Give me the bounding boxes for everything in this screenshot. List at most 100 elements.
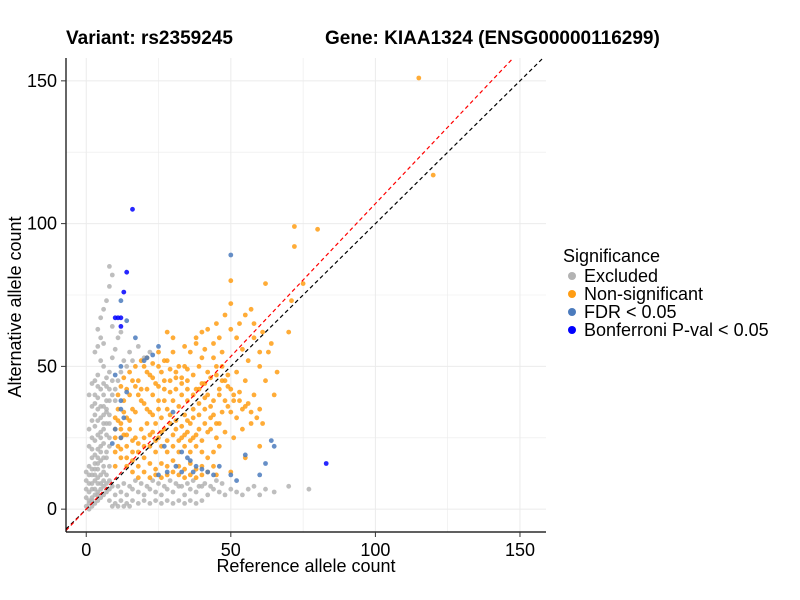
legend-swatch: [568, 308, 576, 316]
data-point: [86, 443, 92, 449]
data-point: [86, 463, 92, 469]
data-point: [156, 344, 161, 349]
data-point: [127, 483, 132, 489]
data-point: [225, 372, 231, 378]
data-point: [153, 381, 159, 386]
data-point: [176, 472, 182, 478]
data-point: [144, 369, 150, 375]
data-point: [214, 321, 219, 326]
data-point: [118, 498, 124, 503]
data-point: [199, 472, 205, 478]
data-point: [164, 329, 170, 335]
data-point: [127, 418, 132, 423]
data-point: [104, 375, 109, 381]
data-point: [89, 481, 95, 486]
data-point: [83, 495, 89, 501]
data-point: [107, 498, 112, 503]
data-point: [121, 409, 127, 415]
data-point: [156, 364, 161, 369]
data-point: [130, 206, 135, 212]
data-point: [190, 392, 196, 398]
data-point: [170, 349, 176, 355]
legend-label: Bonferroni P-val < 0.05: [584, 320, 769, 340]
data-point: [112, 386, 118, 392]
data-point: [121, 358, 127, 364]
data-point: [141, 498, 147, 503]
data-point: [202, 346, 208, 352]
data-point: [173, 426, 179, 432]
data-point: [234, 369, 240, 375]
data-point: [130, 469, 135, 475]
data-point: [124, 501, 130, 506]
data-point: [95, 481, 101, 486]
data-point: [121, 375, 127, 381]
data-point: [135, 489, 141, 495]
data-point: [260, 421, 265, 426]
data-point: [199, 329, 205, 335]
data-point: [112, 372, 118, 378]
data-point: [211, 341, 216, 346]
data-point: [153, 466, 159, 472]
data-point: [115, 392, 121, 398]
data-point: [182, 432, 188, 438]
data-point: [98, 472, 104, 478]
data-point: [193, 463, 199, 469]
data-point: [216, 463, 222, 469]
data-point: [150, 412, 156, 418]
data-point: [205, 326, 211, 332]
data-point: [240, 426, 245, 432]
data-point: [219, 349, 225, 355]
data-point: [216, 386, 222, 392]
data-point: [271, 489, 277, 495]
data-point: [121, 481, 127, 486]
data-point: [115, 335, 121, 341]
data-point: [208, 426, 214, 432]
data-point: [112, 492, 118, 498]
data-point: [98, 449, 104, 455]
data-point: [98, 415, 104, 421]
data-point: [159, 501, 164, 506]
data-point: [101, 426, 106, 432]
data-point: [104, 449, 109, 455]
data-point: [222, 398, 228, 404]
data-point: [216, 489, 222, 495]
data-point: [147, 486, 153, 492]
series-excluded: [83, 264, 312, 512]
data-point: [130, 378, 135, 384]
data-point: [211, 398, 216, 404]
data-point: [185, 398, 190, 404]
data-point: [251, 321, 257, 326]
data-point: [98, 486, 104, 492]
data-point: [185, 378, 190, 384]
data-point: [89, 435, 95, 441]
data-point: [86, 472, 92, 478]
data-point: [245, 401, 251, 406]
data-point: [430, 172, 436, 178]
data-point: [127, 426, 132, 432]
data-point: [109, 272, 115, 278]
data-point: [118, 426, 124, 432]
data-point: [127, 369, 132, 375]
data-point: [164, 406, 170, 412]
data-point: [196, 386, 202, 392]
data-point: [257, 472, 263, 478]
data-point: [323, 461, 329, 466]
data-point: [202, 421, 208, 426]
data-point: [124, 318, 130, 324]
x-tick-label: 0: [81, 540, 91, 560]
data-point: [112, 346, 118, 352]
data-point: [104, 455, 109, 461]
variant-title: Variant: rs2359245: [66, 28, 233, 49]
data-point: [274, 369, 280, 375]
data-point: [89, 466, 95, 472]
data-point: [83, 478, 89, 483]
data-point: [170, 409, 176, 415]
data-point: [109, 441, 115, 446]
data-point: [164, 449, 170, 455]
data-point: [254, 415, 260, 421]
legend-swatch: [568, 290, 576, 298]
data-point: [141, 364, 147, 369]
data-point: [95, 466, 101, 472]
data-point: [109, 355, 115, 361]
